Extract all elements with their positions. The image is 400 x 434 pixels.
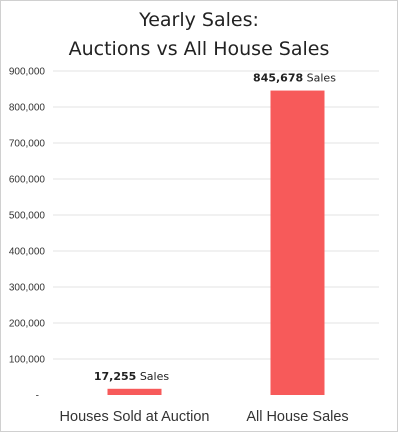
y-tick-label: 800,000 [9,103,46,114]
bar [107,388,162,395]
y-tick-label: 300,000 [9,283,46,294]
y-tick-label: 200,000 [9,319,46,330]
chart-title-line1: Yearly Sales: [139,9,259,31]
data-label: 845,678 Sales [253,72,336,85]
y-tick-label: 400,000 [9,247,46,258]
y-tick-label: 700,000 [9,139,46,150]
x-category-label: Houses Sold at Auction [60,409,210,425]
chart-title-line2: Auctions vs All House Sales [68,38,330,60]
y-tick-label: 900,000 [9,67,46,78]
data-label: 17,255 Sales [94,370,169,383]
y-tick-label: 600,000 [9,175,46,186]
y-tick-label: - [36,391,39,402]
bar [270,90,325,396]
y-tick-label: 100,000 [9,355,46,366]
y-tick-label: 500,000 [9,211,46,222]
x-category-label: All House Sales [246,409,348,425]
